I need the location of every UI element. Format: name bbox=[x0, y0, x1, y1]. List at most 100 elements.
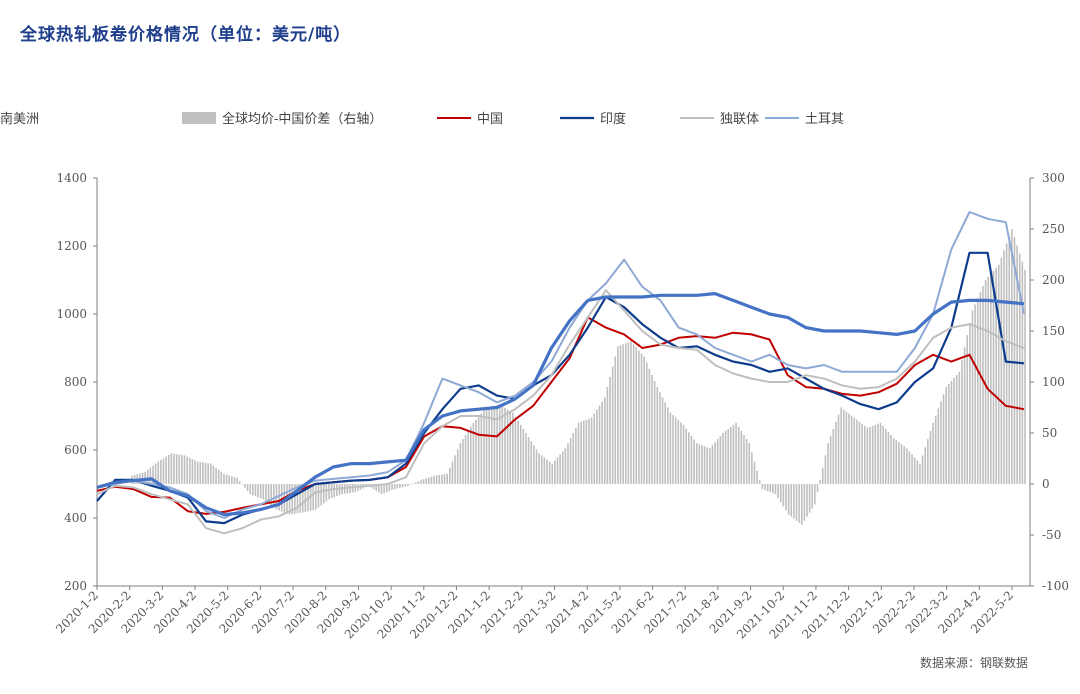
spread-bar bbox=[160, 459, 162, 484]
spread-bar bbox=[827, 443, 829, 484]
spread-bar bbox=[971, 310, 974, 484]
spread-bar bbox=[850, 415, 853, 484]
spread-bar bbox=[892, 438, 895, 484]
axes bbox=[93, 177, 1034, 590]
spread-bar bbox=[963, 347, 966, 484]
spread-bar bbox=[688, 432, 690, 484]
spread-bar bbox=[225, 474, 228, 484]
spread-bar bbox=[840, 407, 842, 484]
spread-bar bbox=[877, 423, 879, 484]
spread-bar bbox=[1003, 250, 1005, 484]
chart-title: 全球热轧板卷价格情况（单位：美元/吨） bbox=[20, 25, 352, 45]
spread-bar bbox=[732, 424, 735, 484]
legend-label: 南美洲 bbox=[0, 111, 39, 127]
spread-bar bbox=[167, 455, 170, 484]
spread-bar bbox=[753, 461, 756, 484]
spread-bar bbox=[837, 414, 840, 484]
spread-bar bbox=[425, 478, 427, 484]
spread-bar bbox=[884, 428, 887, 484]
spread-bar bbox=[470, 426, 472, 484]
spread-bar bbox=[372, 484, 375, 490]
spread-bar bbox=[404, 484, 406, 487]
spread-bar bbox=[898, 442, 900, 484]
spread-bar bbox=[624, 343, 627, 484]
spread-bar bbox=[934, 415, 937, 484]
spread-bar bbox=[493, 405, 496, 484]
spread-bar bbox=[212, 465, 215, 484]
spread-bar bbox=[414, 482, 417, 484]
spread-bar bbox=[223, 473, 225, 484]
spread-bar bbox=[853, 417, 856, 484]
right-tick-label: 300 bbox=[1042, 171, 1065, 185]
spread-bar bbox=[680, 422, 682, 484]
spread-bar bbox=[911, 454, 913, 484]
spread-bar bbox=[845, 411, 848, 484]
spread-bar bbox=[194, 460, 196, 484]
spread-bar bbox=[953, 377, 955, 484]
spread-bar bbox=[254, 484, 257, 497]
spread-bar bbox=[175, 454, 178, 484]
spread-bar bbox=[606, 387, 609, 484]
spread-bar bbox=[779, 484, 782, 503]
spread-bar bbox=[879, 422, 882, 484]
spread-bar bbox=[535, 449, 538, 484]
spread-bar bbox=[294, 484, 296, 514]
spread-bar bbox=[296, 484, 299, 514]
spread-bar bbox=[380, 484, 383, 495]
legend-label: 中国 bbox=[477, 112, 503, 127]
spread-bar bbox=[202, 462, 204, 484]
spread-bar bbox=[525, 433, 527, 484]
spread-bar bbox=[480, 413, 483, 484]
spread-bar bbox=[863, 425, 866, 484]
spread-bar bbox=[740, 430, 743, 484]
spread-bar bbox=[992, 270, 995, 484]
spread-bar bbox=[832, 428, 835, 484]
spread-bar bbox=[674, 417, 677, 484]
spread-bar bbox=[609, 376, 611, 484]
spread-bar bbox=[651, 374, 653, 484]
spread-bar bbox=[829, 436, 832, 484]
spread-bar bbox=[782, 484, 785, 507]
spread-bar bbox=[322, 484, 325, 504]
spread-bar bbox=[630, 341, 632, 484]
right-tick-label: 150 bbox=[1042, 324, 1065, 338]
spread-bar bbox=[643, 356, 645, 484]
spread-bar bbox=[406, 484, 409, 487]
legend-label: 全球均价-中国价差（右轴） bbox=[222, 111, 382, 127]
spread-bar bbox=[677, 419, 680, 484]
spread-bar bbox=[399, 484, 401, 488]
spread-bar bbox=[585, 419, 588, 484]
right-tick-label: 100 bbox=[1042, 375, 1065, 389]
right-tick-label: -100 bbox=[1042, 579, 1069, 593]
spread-bar bbox=[551, 463, 554, 484]
spread-bar bbox=[475, 419, 477, 484]
spread-bar bbox=[1011, 229, 1013, 484]
spread-bar bbox=[748, 443, 751, 484]
spread-bar bbox=[682, 424, 685, 484]
right-tick-label: 0 bbox=[1042, 477, 1050, 491]
left-tick-label: 1000 bbox=[56, 307, 87, 321]
spread-bar bbox=[443, 474, 446, 484]
spread-bar bbox=[498, 404, 501, 484]
spread-bar bbox=[393, 484, 396, 490]
legend-label: 土耳其 bbox=[805, 112, 844, 127]
spread-bar bbox=[787, 484, 790, 515]
spread-bar bbox=[848, 413, 850, 484]
right-tick-label: 250 bbox=[1042, 222, 1065, 236]
spread-bar bbox=[320, 484, 322, 506]
spread-bar bbox=[596, 409, 598, 484]
spread-bar bbox=[270, 484, 273, 506]
legend-label: 印度 bbox=[600, 111, 626, 127]
spread-bar bbox=[777, 484, 779, 499]
spread-bar bbox=[170, 453, 173, 484]
spread-bar bbox=[433, 475, 435, 484]
spread-bar bbox=[278, 484, 280, 511]
spread-bar bbox=[803, 484, 806, 521]
spread-bar bbox=[900, 444, 903, 484]
spread-bar bbox=[1024, 269, 1026, 484]
spread-bar bbox=[157, 461, 160, 484]
spread-bar bbox=[772, 484, 774, 494]
spread-bar bbox=[569, 438, 572, 484]
spread-bar bbox=[188, 457, 191, 484]
spread-bar bbox=[706, 447, 708, 484]
